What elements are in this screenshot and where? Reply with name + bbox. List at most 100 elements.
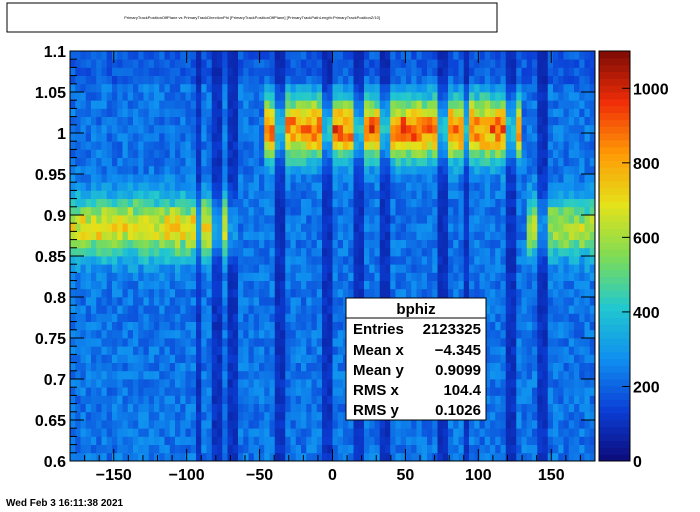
- heatmap-cell: [558, 395, 564, 404]
- heatmap-cell: [106, 59, 113, 68]
- heatmap-cell: [568, 190, 575, 199]
- heatmap-cell: [526, 157, 533, 167]
- heatmap-cell: [159, 338, 165, 347]
- heatmap-cell: [442, 116, 449, 126]
- heatmap-cell: [442, 264, 449, 273]
- heatmap-cell: [185, 231, 192, 240]
- heatmap-cell: [143, 297, 150, 306]
- heatmap-cell: [159, 264, 165, 273]
- heatmap-cell: [348, 198, 354, 208]
- heatmap-cell: [511, 321, 517, 331]
- heatmap-cell: [253, 231, 260, 240]
- heatmap-cell: [532, 288, 538, 298]
- heatmap-cell: [348, 436, 354, 445]
- heatmap-cell: [542, 452, 549, 462]
- heatmap-cell: [285, 223, 291, 232]
- heatmap-cell: [568, 83, 575, 93]
- heatmap-cell: [243, 428, 249, 437]
- heatmap-cell: [201, 231, 207, 240]
- heatmap-cell: [253, 338, 260, 347]
- heatmap-cell: [311, 223, 318, 232]
- heatmap-cell: [164, 83, 171, 93]
- heatmap-cell: [196, 133, 202, 142]
- heatmap-cell: [180, 313, 186, 322]
- heatmap-cell: [185, 379, 192, 388]
- heatmap-cell: [106, 313, 113, 322]
- heatmap-cell: [85, 92, 92, 101]
- heatmap-cell: [490, 444, 496, 454]
- heatmap-cell: [164, 387, 171, 396]
- heatmap-cell: [190, 420, 197, 429]
- heatmap-cell: [154, 264, 160, 273]
- heatmap-cell: [322, 256, 328, 265]
- heatmap-cell: [290, 338, 297, 347]
- heatmap-cell: [259, 329, 265, 339]
- heatmap-cell: [332, 452, 339, 462]
- heatmap-cell: [511, 190, 517, 199]
- heatmap-cell: [80, 387, 87, 396]
- heatmap-cell: [117, 247, 123, 257]
- heatmap-cell: [285, 239, 291, 249]
- heatmap-cell: [217, 223, 223, 232]
- heatmap-cell: [537, 174, 543, 183]
- heatmap-cell: [290, 256, 297, 265]
- heatmap-cell: [206, 182, 213, 191]
- heatmap-cell: [295, 165, 302, 175]
- heatmap-cell: [416, 165, 423, 175]
- heatmap-cell: [274, 387, 281, 396]
- heatmap-cell: [248, 100, 255, 109]
- heatmap-cell: [553, 354, 559, 363]
- heatmap-cell: [379, 116, 386, 126]
- heatmap-cell: [406, 256, 412, 265]
- heatmap-cell: [463, 256, 470, 265]
- heatmap-cell: [306, 59, 312, 68]
- heatmap-cell: [169, 321, 176, 331]
- heatmap-cell: [253, 444, 260, 454]
- heatmap-cell: [563, 411, 570, 421]
- heatmap-cell: [327, 206, 333, 216]
- heatmap-cell: [369, 256, 375, 265]
- heatmap-cell: [243, 182, 249, 191]
- heatmap-cell: [222, 174, 228, 183]
- heatmap-cell: [301, 280, 307, 290]
- heatmap-cell: [411, 280, 417, 290]
- heatmap-cell: [91, 59, 97, 68]
- heatmap-cell: [364, 215, 370, 224]
- heatmap-cell: [400, 223, 407, 232]
- heatmap-cell: [248, 387, 255, 396]
- heatmap-cell: [547, 379, 554, 388]
- heatmap-cell: [337, 247, 344, 257]
- heatmap-cell: [96, 231, 102, 240]
- heatmap-cell: [568, 321, 575, 331]
- heatmap-cell: [379, 108, 386, 117]
- heatmap-cell: [532, 354, 538, 363]
- heatmap-cell: [374, 51, 381, 60]
- heatmap-cell: [201, 387, 207, 396]
- heatmap-cell: [259, 395, 265, 404]
- heatmap-cell: [348, 67, 354, 76]
- heatmap-cell: [369, 428, 375, 437]
- heatmap-cell: [411, 75, 417, 85]
- heatmap-cell: [301, 190, 307, 199]
- heatmap-cell: [427, 264, 433, 273]
- heatmap-cell: [390, 420, 396, 429]
- heatmap-cell: [316, 149, 323, 158]
- heatmap-cell: [322, 313, 328, 322]
- heatmap-cell: [96, 362, 102, 372]
- heatmap-cell: [432, 206, 438, 216]
- heatmap-cell: [222, 182, 228, 191]
- heatmap-cell: [490, 108, 496, 117]
- heatmap-cell: [579, 321, 585, 331]
- heatmap-cell: [185, 452, 192, 462]
- heatmap-cell: [253, 247, 260, 257]
- heatmap-cell: [280, 329, 286, 339]
- heatmap-cell: [589, 346, 596, 355]
- heatmap-cell: [547, 444, 554, 454]
- heatmap-cell: [589, 452, 596, 462]
- heatmap-cell: [196, 420, 202, 429]
- heatmap-cell: [112, 395, 118, 404]
- heatmap-cell: [264, 452, 270, 462]
- heatmap-cell: [448, 51, 454, 60]
- heatmap-cell: [500, 116, 507, 126]
- heatmap-cell: [390, 264, 396, 273]
